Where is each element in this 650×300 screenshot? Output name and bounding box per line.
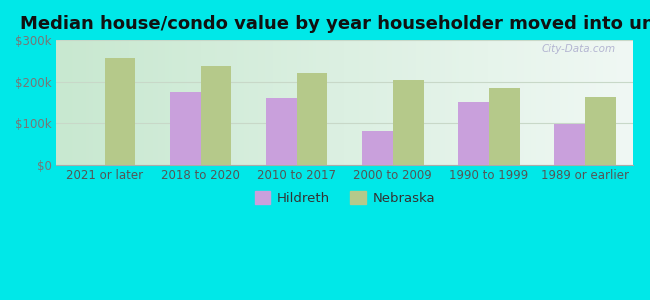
Bar <box>362 130 393 165</box>
Bar <box>393 80 424 165</box>
Bar <box>554 124 585 165</box>
Text: City-Data.com: City-Data.com <box>541 44 616 54</box>
Bar <box>585 97 616 165</box>
Bar <box>170 92 201 165</box>
Bar <box>458 101 489 165</box>
Bar <box>489 88 519 165</box>
Bar <box>296 73 328 165</box>
Legend: Hildreth, Nebraska: Hildreth, Nebraska <box>249 185 440 210</box>
Bar <box>105 58 135 165</box>
Bar <box>201 66 231 165</box>
Bar <box>266 98 296 165</box>
Title: Median house/condo value by year householder moved into unit: Median house/condo value by year househo… <box>20 15 650 33</box>
